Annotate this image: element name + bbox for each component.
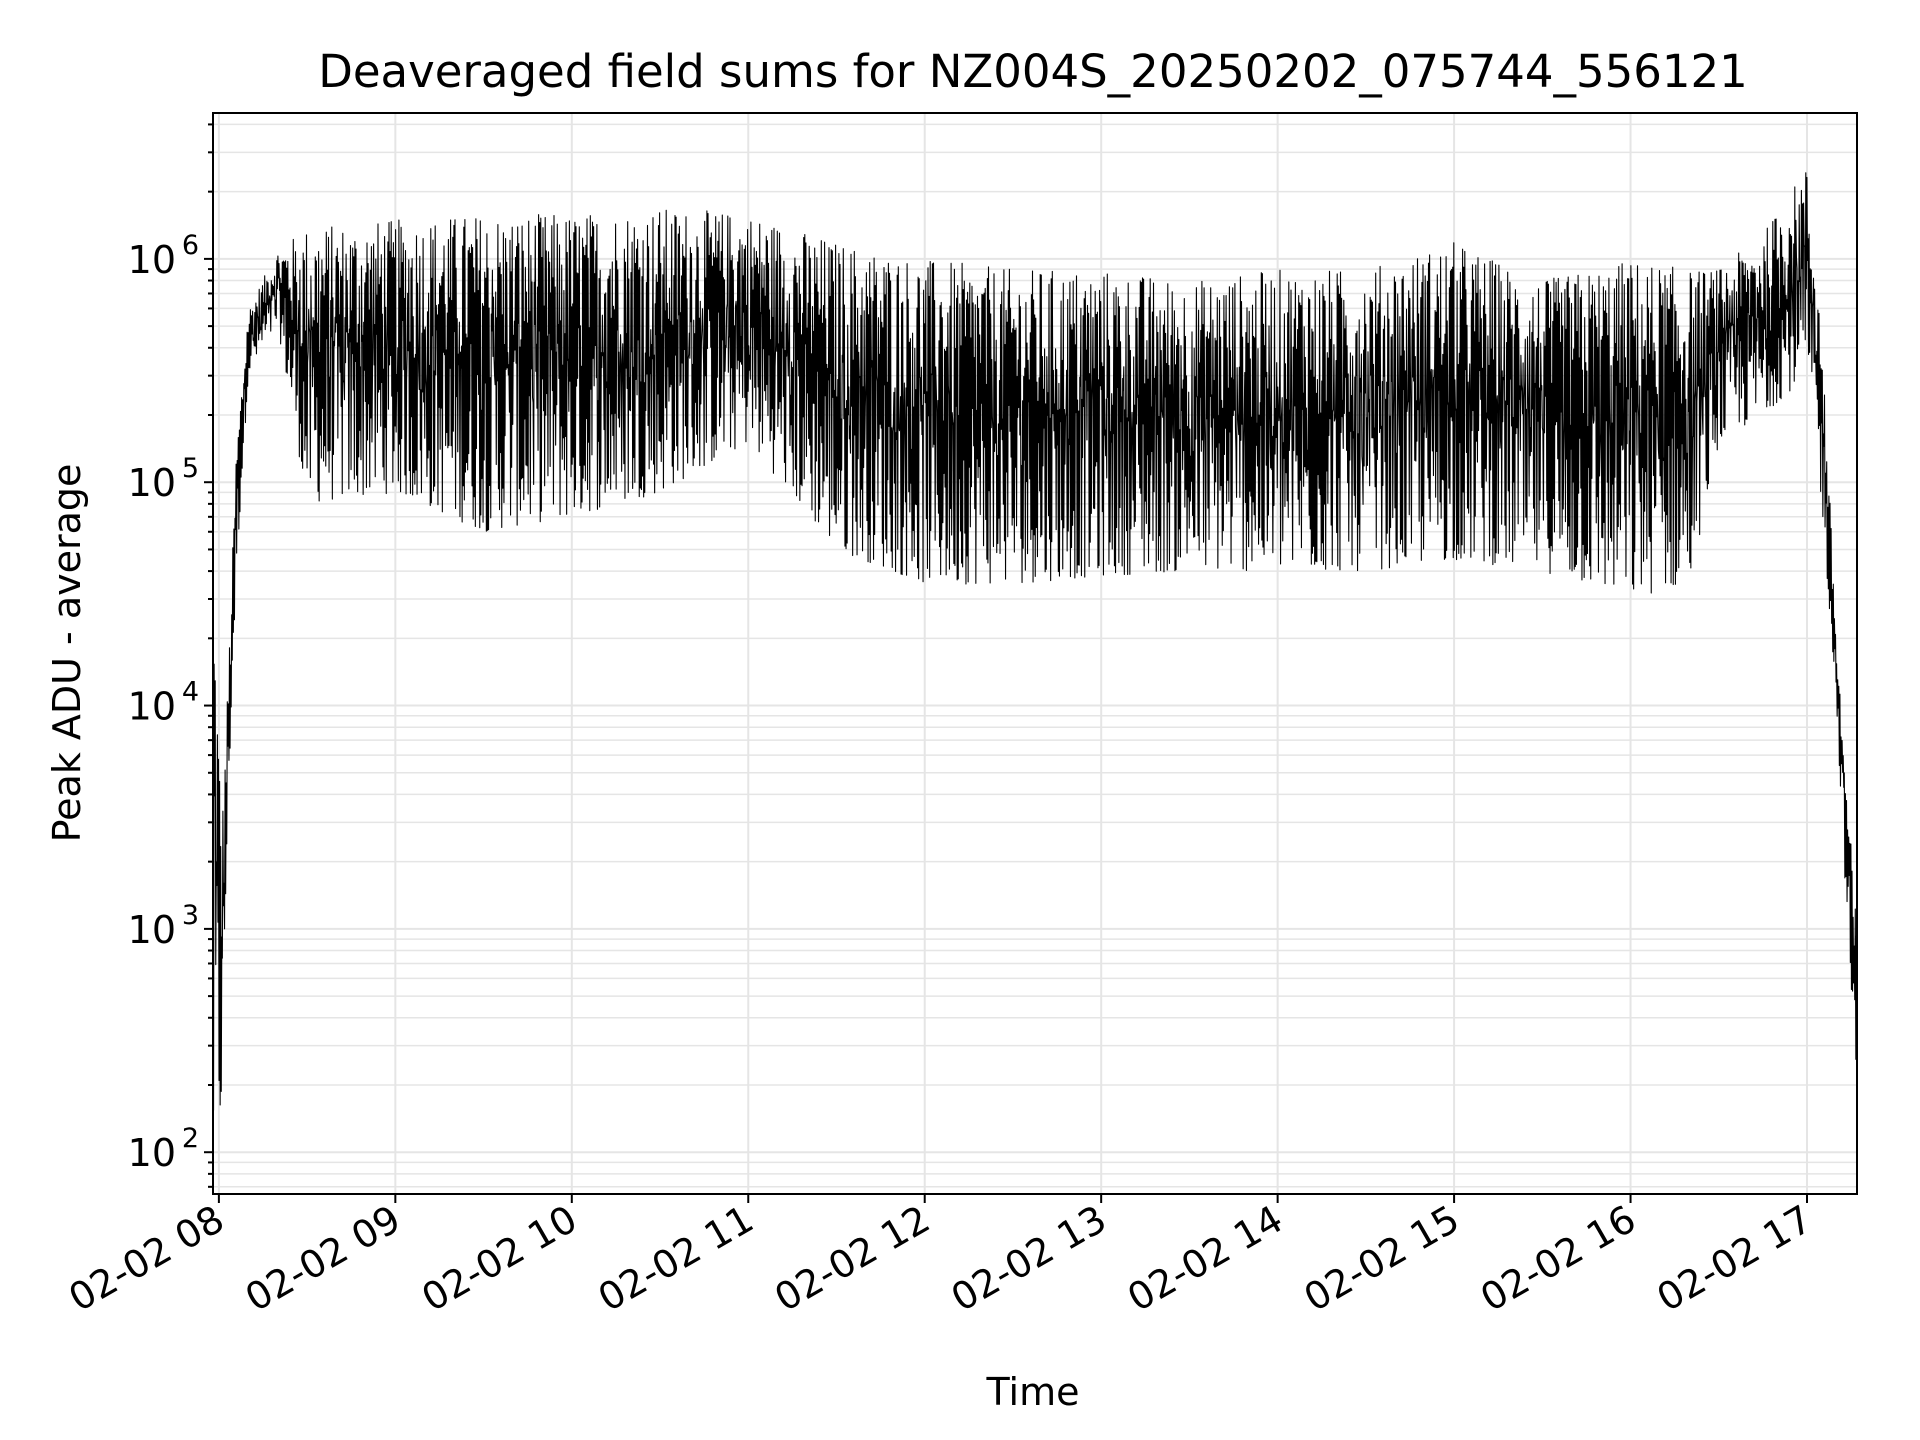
- x-tick-label: 02-02 11: [591, 1197, 761, 1321]
- grid-lines: [213, 113, 1857, 1194]
- x-tick-label: 02-02 16: [1473, 1197, 1643, 1321]
- x-axis-ticks: 02-02 08 02-02 09 02-02 10 02-02 11 02-02 12…: [61, 1194, 1820, 1321]
- x-axis-label: Time: [986, 1370, 1080, 1414]
- x-tick-label: 02-02 12: [767, 1197, 937, 1321]
- x-tick-label: 02-02 08: [61, 1197, 231, 1321]
- x-tick-label: 02-02 14: [1120, 1197, 1290, 1321]
- y-axis-label: Peak ADU - average: [45, 464, 89, 843]
- y-tick-label: 10: [128, 1131, 176, 1175]
- series-line: [212, 172, 1858, 1111]
- x-tick-label: 02-02 17: [1650, 1197, 1820, 1321]
- y-tick-exponent: 5: [182, 453, 199, 484]
- chart-title: Deaveraged field sums for NZ004S_2025020…: [318, 45, 1748, 98]
- y-tick-exponent: 4: [182, 677, 199, 708]
- y-tick-exponent: 6: [182, 230, 199, 261]
- x-tick-label: 02-02 10: [414, 1197, 584, 1321]
- y-tick-label: 10: [128, 908, 176, 952]
- y-tick-exponent: 2: [182, 1123, 199, 1154]
- plot-area-frame: [212, 112, 1858, 1195]
- x-tick-label: 02-02 15: [1297, 1197, 1467, 1321]
- x-tick-label: 02-02 13: [944, 1197, 1114, 1321]
- y-tick-label: 10: [128, 685, 176, 729]
- y-tick-exponent: 3: [182, 900, 199, 931]
- y-tick-label: 10: [128, 461, 176, 505]
- x-tick-label: 02-02 09: [238, 1197, 408, 1321]
- data-series-line: [212, 172, 1858, 1111]
- y-tick-label: 10: [128, 238, 176, 282]
